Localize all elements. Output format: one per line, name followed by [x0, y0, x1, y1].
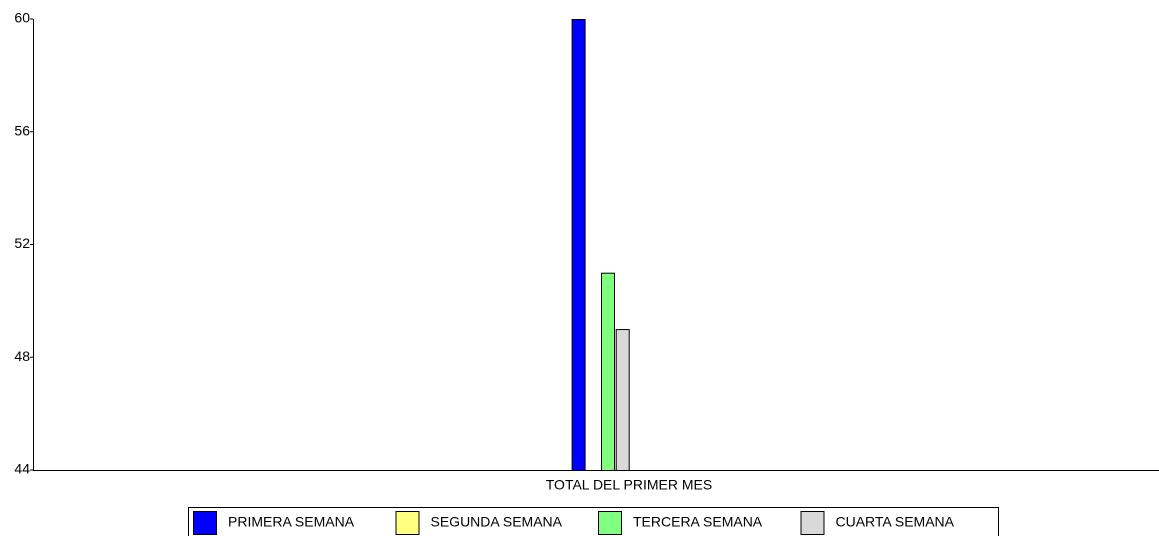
- legend-swatch: [395, 511, 420, 535]
- legend-label: PRIMERA SEMANA: [228, 514, 355, 530]
- bar: [601, 272, 615, 471]
- bar: [571, 19, 586, 471]
- legend-swatch: [598, 511, 622, 535]
- y-tick-label: 60: [14, 10, 30, 26]
- legend-label: TERCERA SEMANA: [633, 514, 763, 530]
- legend-label: CUARTA SEMANA: [836, 514, 955, 530]
- y-tick-label: 56: [14, 122, 30, 138]
- bar: [615, 329, 630, 471]
- legend-box: [188, 507, 999, 536]
- y-tick-label: 52: [14, 235, 30, 251]
- legend-swatch: [193, 511, 217, 535]
- y-tick-label: 44: [14, 461, 30, 477]
- y-tick-label: 48: [14, 348, 30, 364]
- legend-label: SEGUNDA SEMANA: [431, 514, 563, 530]
- x-tick-label: TOTAL DEL PRIMER MES: [546, 477, 712, 493]
- legend-swatch: [800, 511, 825, 535]
